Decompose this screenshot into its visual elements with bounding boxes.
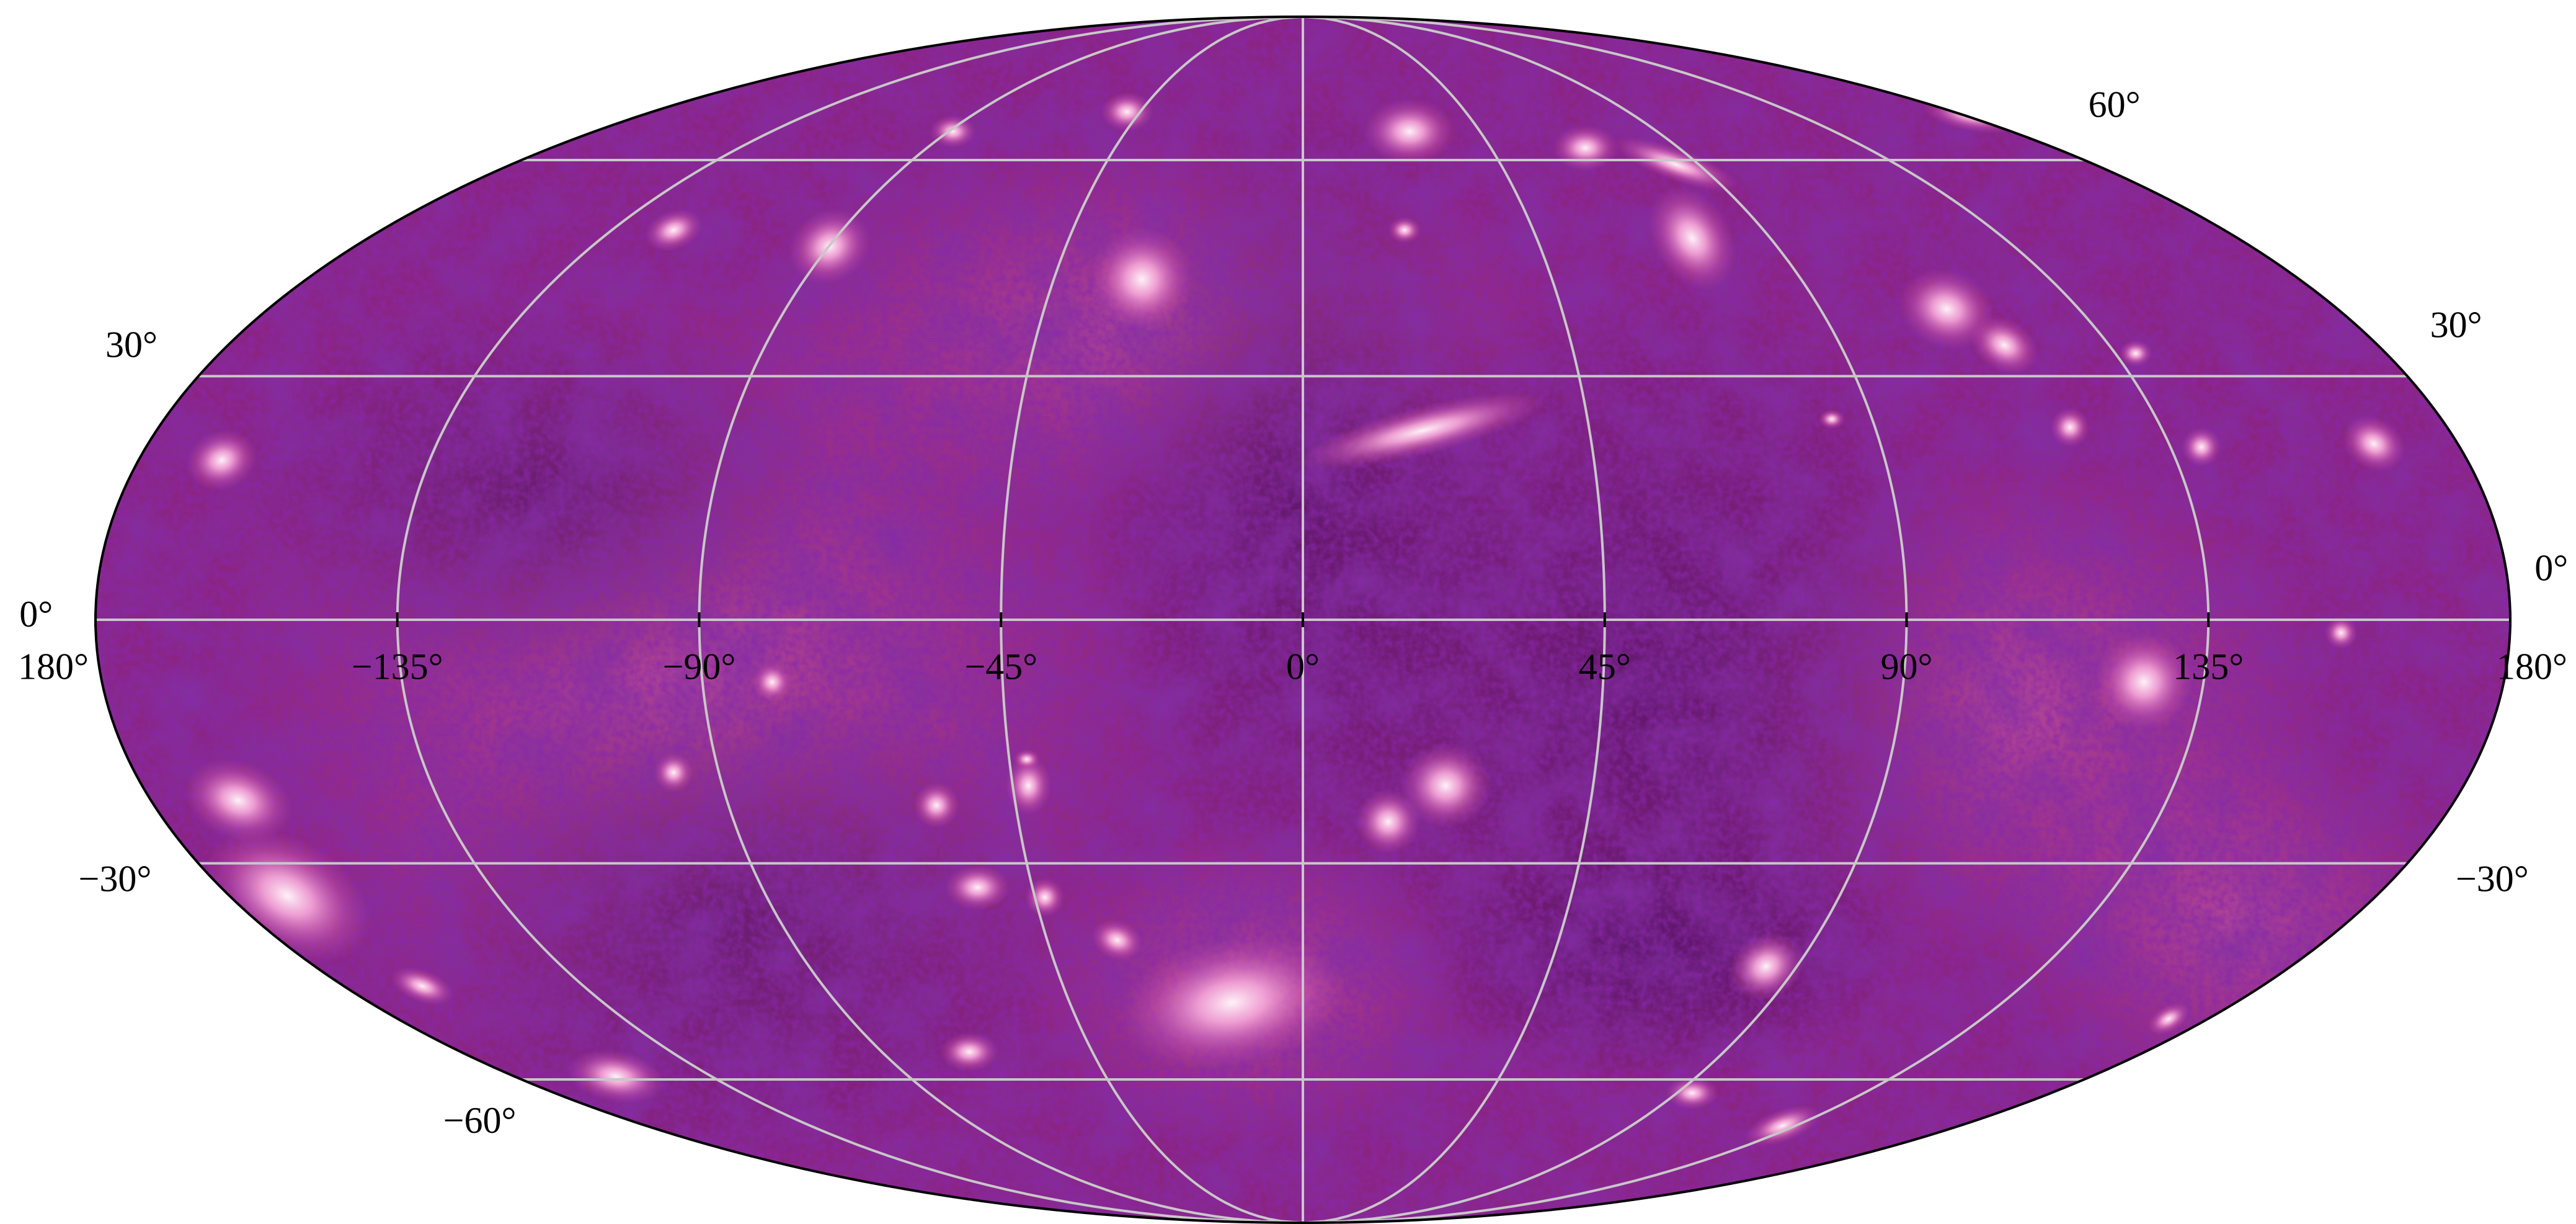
bright-source	[1648, 185, 1736, 291]
bright-source	[1388, 217, 1421, 244]
y-tick-label: 60°	[2089, 84, 2141, 125]
bright-source	[913, 782, 960, 829]
bright-source	[184, 758, 293, 842]
bright-source	[1100, 92, 1153, 132]
bright-source	[1744, 1105, 1820, 1146]
y-tick-label: −30°	[79, 858, 152, 899]
x-tick-label: 45°	[1579, 646, 1631, 687]
y-tick-label: 0°	[2534, 548, 2568, 589]
bright-source	[1400, 743, 1492, 829]
bright-source	[2342, 416, 2405, 472]
bright-source	[1089, 226, 1194, 333]
bright-source	[2119, 340, 2152, 367]
bright-source	[1355, 788, 1421, 855]
bright-source	[944, 864, 1011, 911]
x-tick-label: 180°	[2497, 646, 2567, 687]
y-tick-label: 0°	[19, 594, 53, 635]
bright-source	[1552, 125, 1619, 171]
bright-source	[2147, 1003, 2190, 1035]
bright-source	[1025, 877, 1065, 918]
y-tick-label: 30°	[105, 324, 158, 365]
bright-source	[567, 1049, 665, 1104]
bright-source	[1118, 934, 1346, 1071]
bright-source	[930, 115, 976, 148]
x-tick-label: 135°	[2173, 646, 2244, 687]
x-tick-label: 0°	[1286, 646, 1320, 687]
bright-source	[1091, 919, 1143, 961]
x-tick-label: −135°	[352, 646, 443, 687]
bright-source	[1005, 756, 1052, 816]
bright-source	[391, 967, 454, 1006]
bright-source	[2324, 616, 2358, 650]
bright-arc	[1298, 391, 1547, 470]
bright-source	[1898, 268, 1996, 350]
x-tick-label: 90°	[1881, 646, 1933, 687]
bright-source	[1818, 409, 1845, 429]
x-tick-label: −90°	[663, 646, 736, 687]
bright-source	[1614, 136, 1738, 192]
bright-source	[654, 753, 693, 792]
y-tick-label: −60°	[443, 1100, 517, 1141]
bright-source	[2050, 408, 2090, 447]
bright-source	[1013, 749, 1040, 769]
bright-source	[2182, 427, 2221, 467]
bright-source	[645, 208, 703, 251]
bright-source	[939, 1032, 999, 1072]
bright-source	[186, 429, 257, 491]
x-tick-label: −45°	[964, 646, 1037, 687]
y-tick-label: −30°	[2456, 858, 2529, 899]
bright-source	[2094, 632, 2193, 731]
bright-source	[752, 662, 792, 702]
y-tick-label: 30°	[2430, 305, 2482, 346]
x-tick-label: 180°	[18, 646, 89, 687]
bright-source	[1666, 1076, 1719, 1110]
bright-source	[1970, 316, 2038, 375]
bright-source	[1363, 98, 1456, 164]
